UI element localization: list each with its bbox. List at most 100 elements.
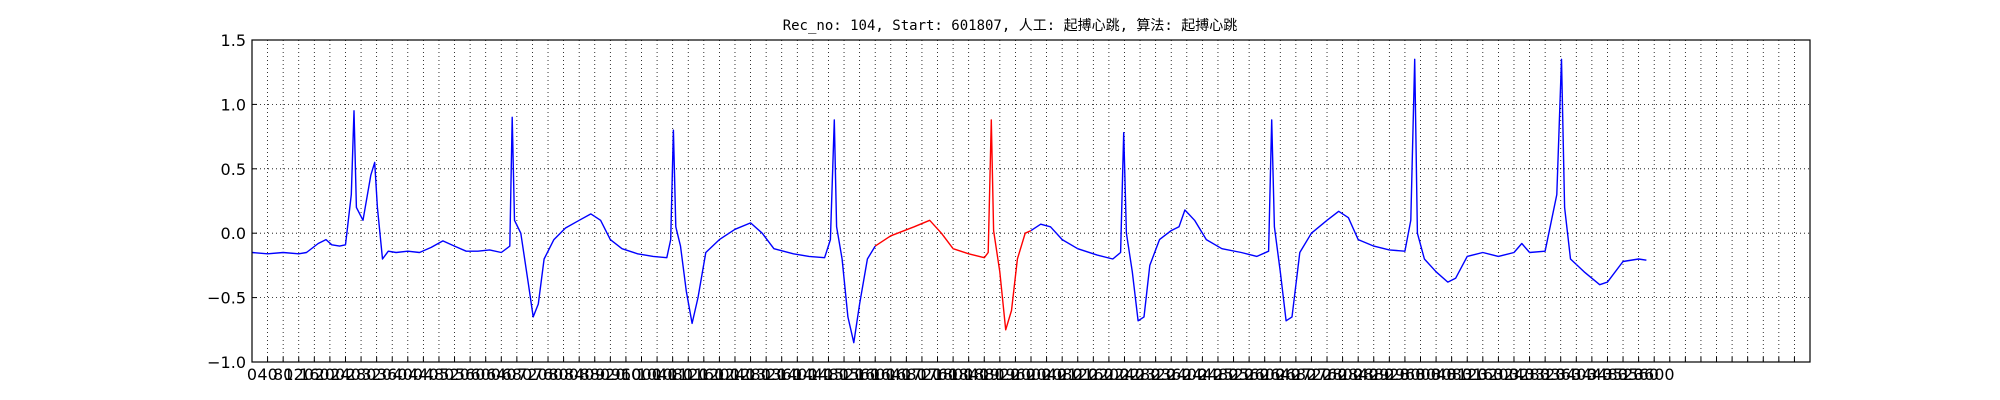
x-tick-label: 2280 — [1120, 365, 1161, 384]
x-tick-label: 1480 — [808, 365, 849, 384]
grid-lines — [251, 39, 1811, 363]
x-tick-label: 360 — [377, 365, 408, 384]
x-tick-label: 1840 — [948, 365, 989, 384]
x-tick-label: 2840 — [1338, 365, 1379, 384]
x-tick-label: 3320 — [1525, 365, 1566, 384]
x-tick-label: 1080 — [652, 365, 693, 384]
x-tick-label: 3600 — [1634, 365, 1675, 384]
x-tick-label: 2560 — [1229, 365, 1270, 384]
x-tick-label: 2640 — [1260, 365, 1301, 384]
x-tick-label: 400 — [393, 365, 424, 384]
x-tick-label: 80 — [273, 365, 293, 384]
x-tick-label: 1640 — [870, 365, 911, 384]
x-tick-label: 2080 — [1042, 365, 1083, 384]
x-tick-label: 3280 — [1509, 365, 1550, 384]
x-tick-label: 3480 — [1587, 365, 1628, 384]
x-tick-label: 2040 — [1026, 365, 1067, 384]
x-tick-label: 280 — [346, 365, 377, 384]
x-tick-label: 480 — [424, 365, 455, 384]
x-tick-label: 3440 — [1572, 365, 1613, 384]
x-tick-label: 1680 — [886, 365, 927, 384]
x-tick-label: 3240 — [1494, 365, 1535, 384]
series-lines — [251, 58, 1647, 344]
x-tick-label: 3400 — [1556, 365, 1597, 384]
x-tick-label: 1200 — [699, 365, 740, 384]
x-tick-label: 2960 — [1385, 365, 1426, 384]
x-tick-label: 1120 — [668, 365, 709, 384]
x-tick-label: 1800 — [933, 365, 974, 384]
x-tick-label: 1440 — [793, 365, 834, 384]
x-tick-label: 3040 — [1416, 365, 1457, 384]
x-tick-label: 2320 — [1135, 365, 1176, 384]
y-tick-label: 0.0 — [221, 224, 246, 243]
x-tick-label: 2440 — [1182, 365, 1223, 384]
x-tick-label: 1720 — [902, 365, 943, 384]
x-tick-label: 2400 — [1166, 365, 1207, 384]
x-tick-label: 2920 — [1369, 365, 1410, 384]
y-axis-ticks: −1.0 −0.5 0.0 0.5 1.0 1.5 — [207, 31, 257, 372]
x-tick-label: 1760 — [917, 365, 958, 384]
chart-title: Rec_no: 104, Start: 601807, 人工: 起搏心跳, 算法… — [783, 17, 1238, 34]
x-tick-label: 3360 — [1540, 365, 1581, 384]
y-tick-label: −1.0 — [207, 353, 246, 372]
x-tick-label: 2800 — [1322, 365, 1363, 384]
x-tick-label: 3120 — [1447, 365, 1488, 384]
x-tick-label: 2000 — [1011, 365, 1052, 384]
x-tick-label: 40 — [257, 365, 277, 384]
ecg-series-line-3 — [1030, 58, 1647, 322]
x-tick-label: 320 — [361, 365, 392, 384]
x-tick-label: 1240 — [715, 365, 756, 384]
x-tick-label: 3080 — [1431, 365, 1472, 384]
x-tick-label: 2880 — [1353, 365, 1394, 384]
x-tick-label: 2680 — [1276, 365, 1317, 384]
x-tick-label: 1360 — [761, 365, 802, 384]
x-tick-label: 2520 — [1213, 365, 1254, 384]
x-tick-label: 960 — [611, 365, 642, 384]
x-tick-label: 1280 — [730, 365, 771, 384]
x-tick-label: 3000 — [1400, 365, 1441, 384]
x-tick-label: 2480 — [1198, 365, 1239, 384]
x-tick-label: 1960 — [995, 365, 1036, 384]
x-tick-label: 2240 — [1104, 365, 1145, 384]
x-tick-label: 600 — [470, 365, 501, 384]
x-tick-label: 520 — [439, 365, 470, 384]
x-tick-label: 3200 — [1478, 365, 1519, 384]
x-tick-label: 1160 — [683, 365, 724, 384]
x-tick-label: 720 — [517, 365, 548, 384]
x-tick-label: 1880 — [964, 365, 1005, 384]
x-tick-label: 200 — [315, 365, 346, 384]
y-tick-label: −0.5 — [207, 289, 246, 308]
x-tick-label: 3520 — [1603, 365, 1644, 384]
x-tick-label: 760 — [533, 365, 564, 384]
y-tick-label: 1.5 — [221, 31, 246, 50]
x-tick-label: 680 — [502, 365, 533, 384]
x-tick-label: 2160 — [1073, 365, 1114, 384]
x-tick-label: 440 — [408, 365, 439, 384]
x-tick-label: 920 — [595, 365, 626, 384]
y-tick-label: 1.0 — [221, 95, 246, 114]
x-tick-label: 2200 — [1089, 365, 1130, 384]
x-tick-label: 160 — [299, 365, 330, 384]
ecg-series-line-2 — [874, 119, 1032, 331]
x-tick-label: 0 — [247, 365, 257, 384]
x-tick-label: 880 — [579, 365, 610, 384]
x-tick-label: 1040 — [637, 365, 678, 384]
x-axis-ticks: 0 408012016020024028032036040044048052056… — [247, 357, 1811, 384]
x-tick-label: 1600 — [855, 365, 896, 384]
ecg-series-line-1 — [251, 110, 876, 344]
x-tick-label: 2360 — [1151, 365, 1192, 384]
x-tick-label: 3160 — [1462, 365, 1503, 384]
x-tick-label: 2720 — [1291, 365, 1332, 384]
x-tick-label: 2760 — [1307, 365, 1348, 384]
x-tick-label: 560 — [455, 365, 486, 384]
x-tick-label: 240 — [330, 365, 361, 384]
x-tick-label: 1920 — [979, 365, 1020, 384]
x-tick-label: 1520 — [824, 365, 865, 384]
x-tick-label: 640 — [486, 365, 517, 384]
x-tick-label: 120 — [283, 365, 314, 384]
y-tick-label: 0.5 — [221, 160, 246, 179]
x-tick-label: 2600 — [1244, 365, 1285, 384]
x-tick-label: 1000 — [621, 365, 662, 384]
x-tick-label: 3560 — [1618, 365, 1659, 384]
